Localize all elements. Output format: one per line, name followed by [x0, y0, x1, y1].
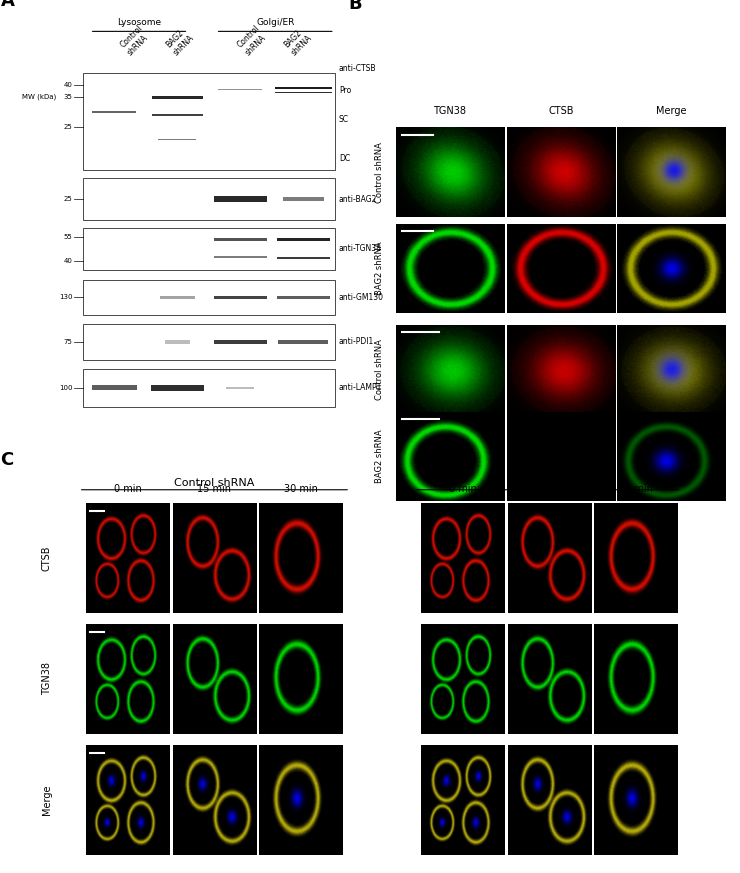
Text: 15 min: 15 min [198, 484, 232, 493]
Text: Control shRNA: Control shRNA [374, 339, 383, 400]
Bar [92, 385, 137, 390]
Text: Pro: Pro [339, 86, 351, 95]
Text: BAG2 shRNA: BAG2 shRNA [374, 430, 383, 483]
Text: 40: 40 [64, 258, 73, 264]
Bar [214, 256, 267, 258]
Text: BAG2: BAG2 [548, 303, 575, 313]
Bar [214, 296, 267, 299]
Text: 55: 55 [64, 234, 73, 240]
Text: Control
shRNA: Control shRNA [118, 24, 152, 57]
Bar [214, 238, 267, 241]
Text: 130: 130 [59, 294, 73, 300]
Bar [83, 369, 334, 407]
Text: anti-CTSB: anti-CTSB [339, 64, 377, 72]
Text: Control shRNA: Control shRNA [174, 478, 255, 488]
Text: anti-BAG2: anti-BAG2 [339, 195, 377, 203]
Bar [158, 139, 196, 140]
Text: 30 min: 30 min [284, 484, 318, 493]
Bar [83, 279, 334, 315]
Text: CTSB: CTSB [548, 106, 574, 116]
Text: 100: 100 [59, 385, 73, 391]
Text: TGN38: TGN38 [41, 663, 52, 696]
Text: anti-LAMP1: anti-LAMP1 [339, 383, 383, 392]
Text: anti-PDI1: anti-PDI1 [339, 338, 374, 347]
Bar [218, 89, 263, 91]
Bar [152, 113, 203, 116]
Text: B: B [348, 0, 362, 13]
Bar [83, 178, 334, 220]
Bar [277, 257, 330, 259]
Text: 15 min: 15 min [533, 484, 567, 493]
Bar [83, 324, 334, 360]
Text: 0 min: 0 min [449, 484, 477, 493]
Text: anti-TGN38: anti-TGN38 [339, 244, 382, 253]
Text: TGN38: TGN38 [433, 303, 466, 313]
Text: Merge: Merge [656, 106, 687, 116]
Bar [160, 296, 195, 299]
Text: DC: DC [339, 155, 350, 163]
Text: BAG2
shRNA: BAG2 shRNA [164, 25, 196, 57]
Bar [152, 96, 203, 99]
Text: 35: 35 [64, 94, 73, 100]
Text: Lysosome: Lysosome [117, 17, 161, 26]
Bar [283, 197, 324, 202]
Bar [214, 340, 267, 344]
Text: 75: 75 [64, 339, 73, 345]
Text: MW (kDa): MW (kDa) [21, 93, 56, 100]
Text: BAG2 shRNA: BAG2 shRNA [374, 242, 383, 295]
Text: TGN38: TGN38 [433, 106, 466, 116]
Bar [278, 340, 329, 344]
Bar [277, 238, 330, 242]
Text: BAG2
shRNA: BAG2 shRNA [282, 25, 314, 57]
Text: C: C [1, 450, 14, 469]
Text: Merge: Merge [41, 785, 52, 815]
Bar [226, 387, 255, 389]
Text: CTSB: CTSB [41, 545, 52, 571]
Bar [92, 111, 136, 113]
Text: Merge: Merge [656, 303, 687, 313]
Text: 25: 25 [64, 124, 73, 129]
Text: 0 min: 0 min [114, 484, 141, 493]
Bar [150, 385, 204, 391]
Text: 25: 25 [64, 196, 73, 203]
Bar [83, 73, 334, 170]
Bar [214, 196, 267, 202]
Text: BAG2 shRNA: BAG2 shRNA [514, 478, 585, 488]
Text: Control
shRNA: Control shRNA [236, 24, 269, 57]
Bar [275, 86, 332, 89]
Bar [165, 340, 190, 344]
Text: Control shRNA: Control shRNA [374, 141, 383, 203]
Bar [275, 92, 332, 93]
Text: SC: SC [339, 115, 349, 124]
Text: 40: 40 [64, 82, 73, 88]
Text: anti-GM130: anti-GM130 [339, 293, 384, 302]
Bar [277, 296, 330, 299]
Bar [83, 228, 334, 270]
Text: A: A [1, 0, 15, 10]
Text: Golgi/ER: Golgi/ER [256, 17, 295, 26]
Text: 30 min: 30 min [619, 484, 653, 493]
